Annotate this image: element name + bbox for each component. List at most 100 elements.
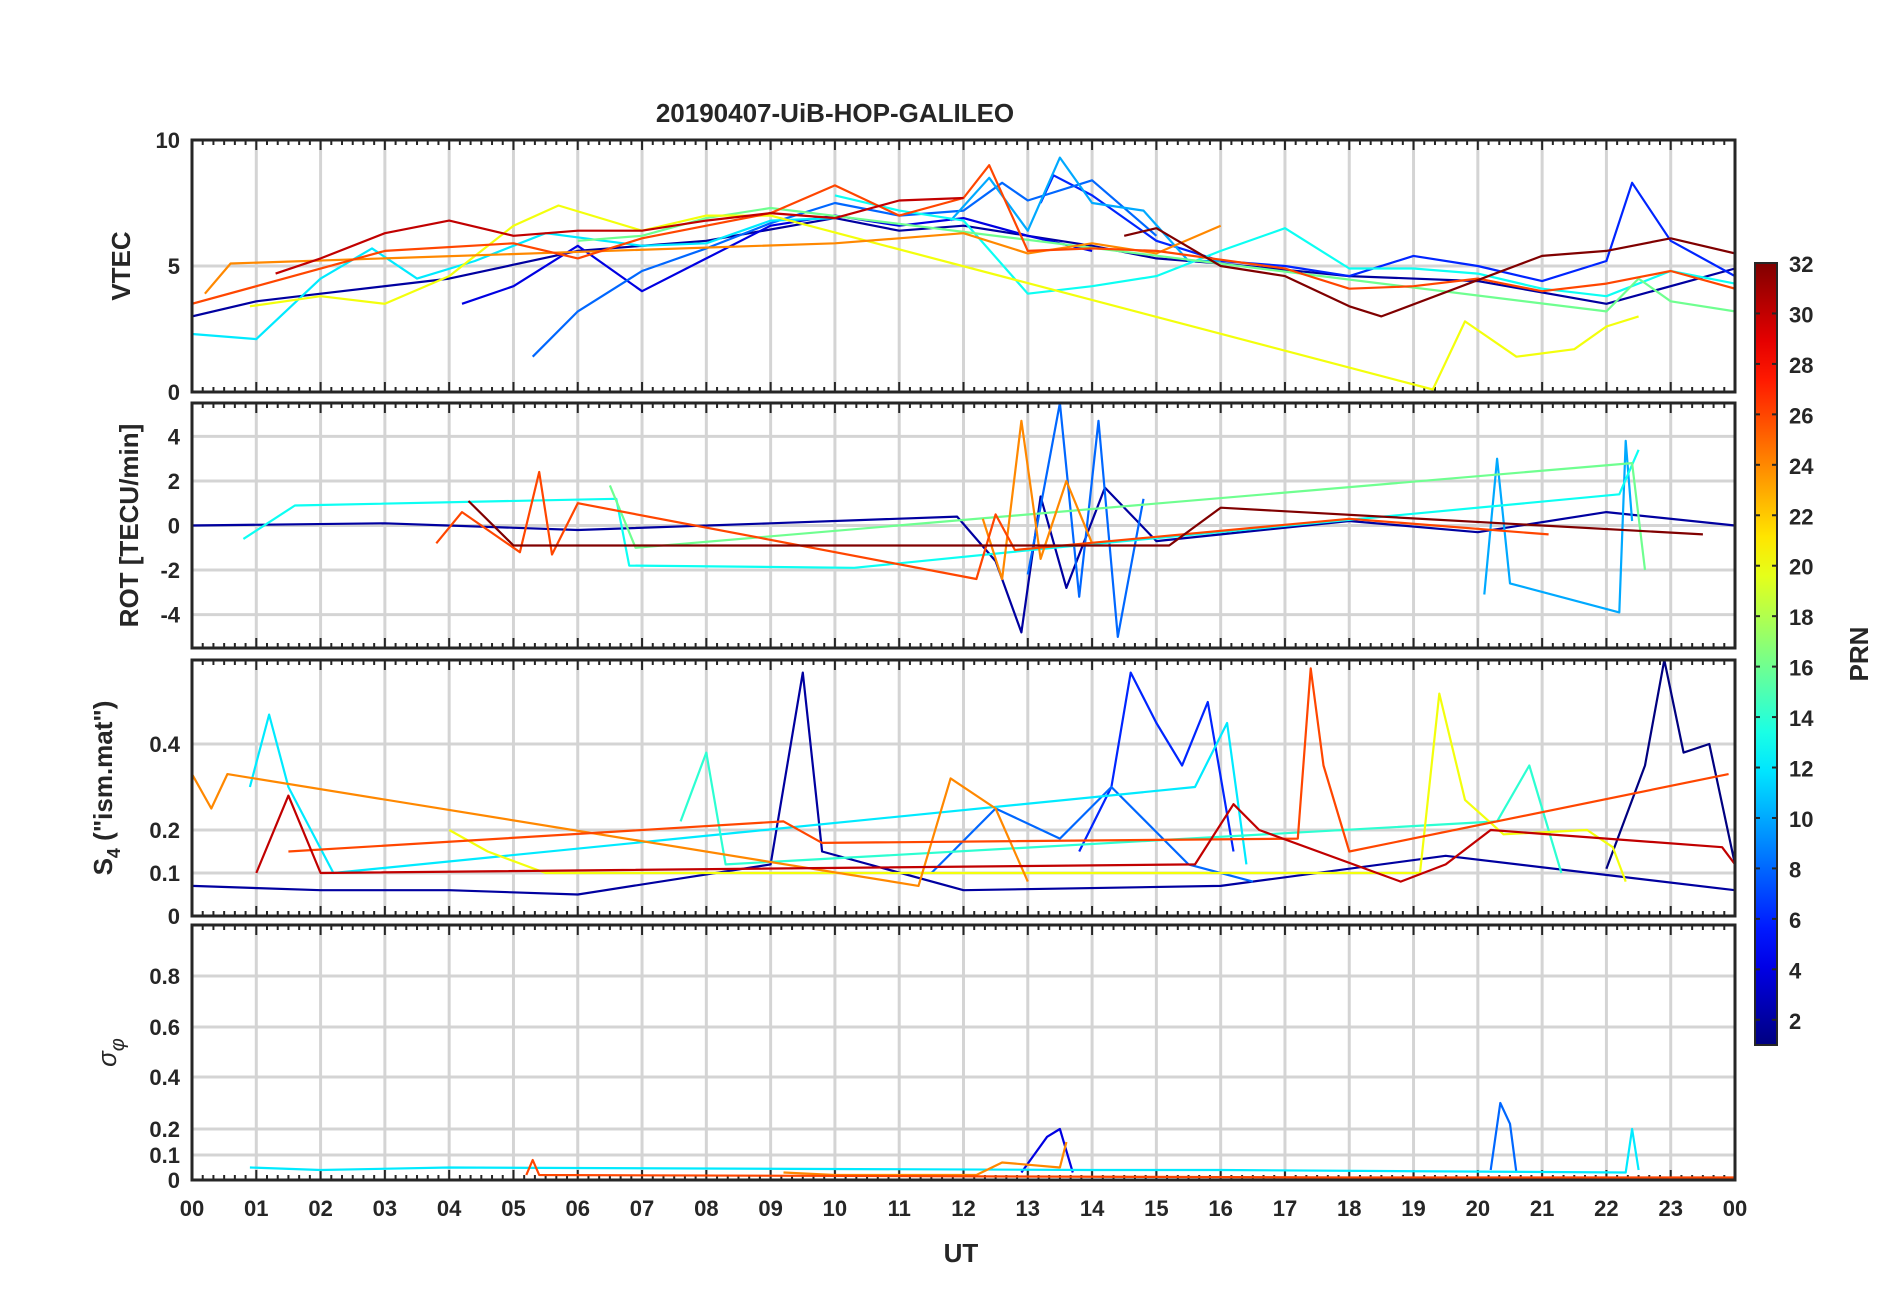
colorbar-tick-label: 18 xyxy=(1789,605,1813,630)
colorbar-gradient xyxy=(1755,263,1777,1045)
x-tick-label: 10 xyxy=(823,1196,847,1221)
series-group xyxy=(192,660,1735,896)
y-tick-label: 0.1 xyxy=(149,1143,180,1168)
y-tick-label: -4 xyxy=(160,603,180,628)
y-tick-label: 0.4 xyxy=(149,732,180,757)
plot-frame xyxy=(190,658,1737,918)
x-tick-labels: 00 01 02 03 04 05 06 07 08 09 10 11 12 13 14 15 16 17 18 19… xyxy=(180,1196,1747,1221)
series-line-prn-32 xyxy=(1123,227,1735,318)
y-tick-label: 0.6 xyxy=(149,1015,180,1040)
series-line-prn-26 xyxy=(435,470,1549,581)
y-tick-label: 4 xyxy=(168,424,181,449)
x-tick-label: 08 xyxy=(694,1196,718,1221)
series-line-prn-8 xyxy=(930,785,1254,883)
series-line-prn-30 xyxy=(275,196,964,275)
y-tick-label: 0 xyxy=(168,1168,180,1193)
x-tick-label: 18 xyxy=(1337,1196,1361,1221)
series-line-prn-8 xyxy=(1489,1101,1518,1173)
series-group xyxy=(249,1101,1735,1179)
x-tick-label: 16 xyxy=(1208,1196,1232,1221)
plot-frame xyxy=(190,138,1737,394)
x-tick-label: 04 xyxy=(437,1196,462,1221)
panel-vtec: 0 5 10 VTEC xyxy=(106,128,1737,405)
series-line-prn-2 xyxy=(192,671,1735,896)
series-line-prn-6 xyxy=(1039,174,1735,283)
x-tick-label: 02 xyxy=(308,1196,332,1221)
colorbar-label: PRN xyxy=(1844,627,1874,682)
colorbar-tick-label: 16 xyxy=(1789,656,1813,681)
x-tick-label: 07 xyxy=(630,1196,654,1221)
y-tick-label: 0 xyxy=(168,514,180,539)
y-tick-label: 0.1 xyxy=(149,861,180,886)
colorbar-tick-label: 26 xyxy=(1789,403,1813,428)
series-line-prn-26 xyxy=(288,667,1729,853)
series-line-prn-2 xyxy=(192,486,1735,634)
x-tick-label: 03 xyxy=(373,1196,397,1221)
y-tick-label: 0 xyxy=(168,904,180,929)
colorbar-tick-label: 32 xyxy=(1789,252,1813,277)
panel-sigma_phi: 00.10.2 0.4 0.6 0.8 σφ xyxy=(92,923,1737,1193)
series-line-prn-13 xyxy=(834,194,1735,298)
colorbar-tick-label: 20 xyxy=(1789,555,1813,580)
series-line-prn-1 xyxy=(1605,660,1735,870)
y-tick-label: 0.2 xyxy=(149,818,180,843)
x-tick-label: 11 xyxy=(888,1196,911,1221)
x-tick-label: 00 xyxy=(180,1196,204,1221)
colorbar-tick-label: 6 xyxy=(1789,908,1801,933)
series-group xyxy=(192,156,1735,391)
colorbar-tick-label: 14 xyxy=(1789,706,1814,731)
y-axis-title: S4 ("ism.mat") xyxy=(88,701,124,876)
colorbar-tick-label: 2 xyxy=(1789,1009,1801,1034)
y-axis-title: σφ xyxy=(92,1038,129,1067)
y-tick-label: 0 xyxy=(168,380,180,405)
x-tick-label: 09 xyxy=(758,1196,782,1221)
x-tick-label: 05 xyxy=(501,1196,525,1221)
series-line-prn-4 xyxy=(461,214,1093,305)
series-line-prn-32 xyxy=(467,500,1703,547)
series-line-prn-10 xyxy=(1483,439,1634,614)
x-tick-label: 00 xyxy=(1723,1196,1747,1221)
series-line-prn-13 xyxy=(242,449,1640,569)
series-line-prn-8 xyxy=(1026,403,1145,639)
x-tick-label: 23 xyxy=(1658,1196,1682,1221)
plot-frame xyxy=(190,923,1737,1182)
x-tick-label: 17 xyxy=(1273,1196,1297,1221)
x-tick-label: 01 xyxy=(244,1196,268,1221)
y-tick-label: 0.4 xyxy=(149,1065,180,1090)
y-axis-title: ROT [TECU/min] xyxy=(114,424,144,628)
colorbar-tick-label: 12 xyxy=(1789,757,1813,782)
colorbar-frame xyxy=(1754,262,1778,1046)
series-group xyxy=(192,403,1735,639)
series-line-prn-10 xyxy=(949,156,1221,263)
colorbar-tick-label: 30 xyxy=(1789,302,1813,327)
x-axis-title: UT xyxy=(944,1238,979,1268)
y-tick-label: -2 xyxy=(160,558,180,583)
series-line-prn-20 xyxy=(249,204,1639,391)
x-tick-label: 21 xyxy=(1530,1196,1554,1221)
x-tick-label: 22 xyxy=(1594,1196,1618,1221)
colorbar-tick-label: 24 xyxy=(1789,454,1814,479)
colorbar-tick-label: 10 xyxy=(1789,807,1813,832)
series-line-prn-30 xyxy=(255,794,1735,883)
x-tick-label: 20 xyxy=(1466,1196,1490,1221)
chart-title: 20190407-UiB-HOP-GALILEO xyxy=(656,98,1014,128)
series-line-prn-24 xyxy=(783,1141,1068,1177)
x-tick-label: 13 xyxy=(1016,1196,1040,1221)
x-tick-label: 19 xyxy=(1401,1196,1425,1221)
series-line-prn-12 xyxy=(249,1127,1640,1174)
series-line-prn-14 xyxy=(679,751,1563,874)
series-line-prn-26 xyxy=(525,1158,1735,1179)
series-line-prn-24 xyxy=(192,772,1029,888)
plot-frame xyxy=(190,401,1737,650)
colorbar-tick-label: 22 xyxy=(1789,504,1813,529)
colorbar-tick-label: 8 xyxy=(1789,857,1801,882)
colorbar-tick-label: 4 xyxy=(1789,958,1802,983)
x-tick-label: 12 xyxy=(951,1196,975,1221)
x-tick-label: 06 xyxy=(566,1196,590,1221)
series-line-prn-26 xyxy=(192,164,1735,305)
y-axis-title: VTEC xyxy=(106,231,136,301)
y-tick-label: 0.8 xyxy=(149,964,180,989)
